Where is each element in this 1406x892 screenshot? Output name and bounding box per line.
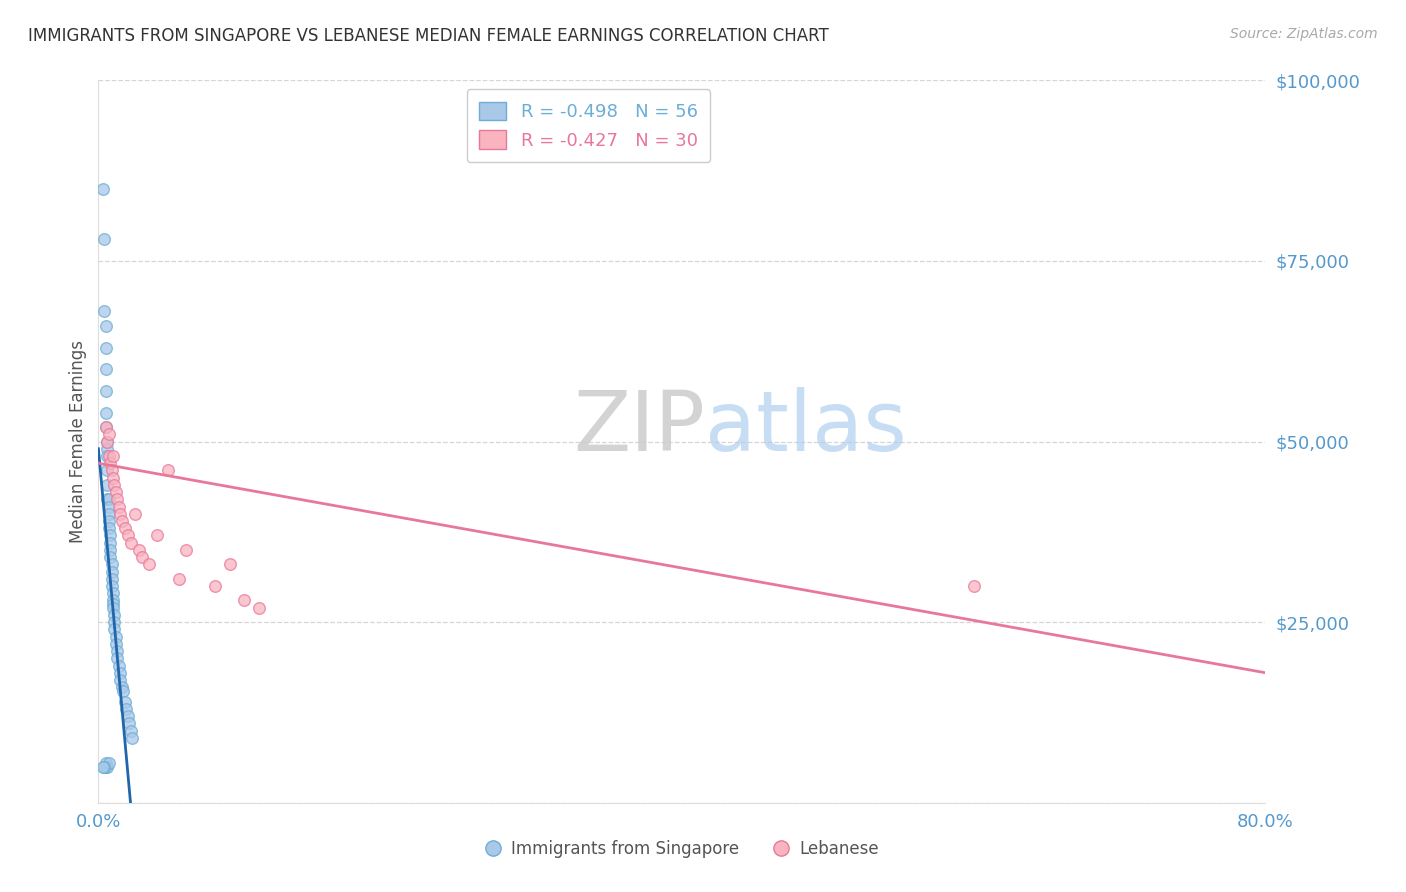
Point <box>105 644 128 658</box>
Point <box>104 630 127 644</box>
Point <box>110 507 132 521</box>
Point <box>97 492 120 507</box>
Point <box>124 507 146 521</box>
Point <box>98 550 121 565</box>
Point <box>98 456 121 470</box>
Point <box>97 427 120 442</box>
Point <box>98 535 121 549</box>
Point <box>97 449 120 463</box>
Text: Source: ZipAtlas.com: Source: ZipAtlas.com <box>1230 27 1378 41</box>
Point <box>96 434 118 449</box>
Point <box>94 384 117 398</box>
Point <box>118 716 141 731</box>
Point <box>96 449 118 463</box>
Point <box>101 449 124 463</box>
Point <box>101 597 124 611</box>
Point <box>110 665 132 680</box>
Point <box>138 558 160 572</box>
Point <box>120 723 142 738</box>
Point <box>96 478 118 492</box>
Legend: Immigrants from Singapore, Lebanese: Immigrants from Singapore, Lebanese <box>477 832 887 867</box>
Text: IMMIGRANTS FROM SINGAPORE VS LEBANESE MEDIAN FEMALE EARNINGS CORRELATION CHART: IMMIGRANTS FROM SINGAPORE VS LEBANESE ME… <box>28 27 830 45</box>
Point <box>96 434 118 449</box>
Point <box>146 528 169 542</box>
Point <box>97 514 120 528</box>
Point <box>91 181 114 195</box>
Point <box>103 623 125 637</box>
Point <box>94 756 117 770</box>
Point <box>105 492 128 507</box>
Point <box>100 463 122 477</box>
Point <box>97 500 120 514</box>
Point <box>104 637 127 651</box>
Point <box>111 514 134 528</box>
Point <box>103 607 125 622</box>
Point <box>128 542 150 557</box>
Point <box>247 600 270 615</box>
Point <box>108 658 131 673</box>
Point <box>121 731 143 745</box>
Point <box>94 341 117 355</box>
Point <box>104 485 127 500</box>
Point <box>120 535 142 549</box>
Point <box>131 550 153 565</box>
Point <box>93 304 115 318</box>
Point <box>114 521 136 535</box>
Point <box>204 579 226 593</box>
Point <box>96 492 118 507</box>
Point <box>117 709 139 723</box>
Point <box>96 463 118 477</box>
Point <box>100 572 122 586</box>
Point <box>93 232 115 246</box>
Point <box>97 521 120 535</box>
Text: atlas: atlas <box>706 386 907 467</box>
Point <box>105 651 128 665</box>
Point <box>111 680 134 694</box>
Y-axis label: Median Female Earnings: Median Female Earnings <box>69 340 87 543</box>
Point <box>101 593 124 607</box>
Point <box>101 586 124 600</box>
Point <box>91 760 114 774</box>
Point <box>98 528 121 542</box>
Point <box>100 565 122 579</box>
Point <box>94 318 117 333</box>
Point <box>115 702 138 716</box>
Point <box>962 579 984 593</box>
Point <box>96 442 118 456</box>
Point <box>93 760 115 774</box>
Point <box>103 615 125 630</box>
Point <box>233 593 256 607</box>
Point <box>108 500 131 514</box>
Text: ZIP: ZIP <box>574 386 706 467</box>
Point <box>96 760 118 774</box>
Point <box>114 695 136 709</box>
Point <box>94 420 117 434</box>
Point <box>98 542 121 557</box>
Point <box>97 756 120 770</box>
Point <box>167 572 190 586</box>
Point <box>97 507 120 521</box>
Point <box>101 600 124 615</box>
Point <box>110 673 132 687</box>
Point <box>100 579 122 593</box>
Point <box>94 760 117 774</box>
Point <box>94 362 117 376</box>
Point <box>218 558 240 572</box>
Point <box>103 478 125 492</box>
Point <box>117 528 139 542</box>
Point <box>101 470 124 484</box>
Point <box>94 406 117 420</box>
Point <box>94 420 117 434</box>
Point <box>112 683 135 698</box>
Point <box>157 463 180 477</box>
Point <box>174 542 197 557</box>
Point <box>100 558 122 572</box>
